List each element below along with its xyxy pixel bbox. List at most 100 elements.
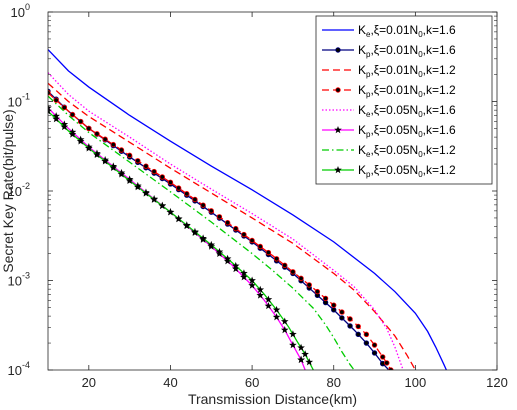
- series-marker: [272, 313, 281, 321]
- series-marker: [301, 350, 309, 358]
- series-marker: [305, 358, 314, 366]
- series-marker: [109, 163, 118, 172]
- series-marker: [85, 144, 93, 152]
- series-marker: [314, 288, 321, 295]
- series-marker: [298, 275, 304, 282]
- series-marker: [77, 118, 84, 125]
- series-marker: [371, 350, 378, 356]
- series-marker: [240, 273, 248, 281]
- series-marker: [182, 221, 191, 229]
- series-marker: [175, 185, 182, 191]
- x-tick-label: 20: [82, 375, 96, 390]
- series-marker: [339, 315, 345, 321]
- series-marker: [223, 254, 232, 262]
- series-marker: [134, 183, 142, 191]
- series-marker: [388, 367, 394, 370]
- series-marker: [280, 325, 289, 334]
- legend-box: [315, 15, 493, 185]
- series-marker: [273, 256, 280, 262]
- series-marker: [363, 331, 370, 338]
- series-marker: [297, 343, 305, 351]
- series-marker: [86, 125, 92, 132]
- series-marker: [272, 305, 281, 314]
- series-marker: [216, 214, 223, 220]
- series-marker: [200, 202, 206, 208]
- series-marker: [371, 342, 378, 348]
- axes-layer: 20 40 60 80 100 120 100 10-1 10-2 10-3 10-4: [8, 2, 508, 390]
- series-marker: [110, 141, 117, 148]
- legend-entry: Kp,ξ=0.01N0,k=1.2: [322, 63, 456, 79]
- legend-marker: [335, 87, 341, 93]
- series-marker: [249, 237, 255, 244]
- series-marker: [347, 323, 353, 329]
- series-marker: [142, 189, 150, 197]
- series-marker: [331, 302, 337, 308]
- series-marker: [61, 104, 68, 111]
- series-marker: [223, 257, 232, 265]
- series-marker: [135, 158, 141, 164]
- series-marker: [339, 309, 345, 315]
- legend-label: Kp,ξ=0.01N0,k=1.2: [358, 83, 456, 99]
- legend-label: Ke,ξ=0.05N0,k=1.2: [358, 143, 456, 159]
- series-marker: [52, 115, 60, 123]
- y-tick-label: 10-4: [8, 360, 30, 378]
- series-marker: [264, 295, 273, 303]
- series-marker: [265, 249, 272, 256]
- series-marker: [199, 234, 207, 242]
- x-tick-label: 100: [405, 375, 427, 390]
- series-marker: [48, 107, 52, 115]
- series-marker: [159, 174, 165, 180]
- series-marker: [248, 276, 256, 284]
- series-3: [48, 82, 416, 370]
- series-marker: [256, 291, 265, 299]
- legend-entry: Kp,ξ=0.01N0,k=1.6: [322, 43, 456, 59]
- y-tick-label: 10-3: [8, 271, 30, 289]
- series-marker: [282, 262, 288, 269]
- series-marker: [48, 103, 52, 112]
- series-marker: [184, 191, 190, 197]
- x-tick-label: 120: [486, 375, 508, 390]
- series-marker: [290, 269, 296, 275]
- series-marker: [60, 122, 69, 131]
- legend-label: Kp,ξ=0.05N0,k=1.6: [358, 123, 456, 139]
- x-tick-label: 60: [245, 375, 259, 390]
- x-axis-label: Transmission Distance(km): [188, 391, 357, 407]
- series-5: [48, 72, 404, 370]
- series-marker: [150, 195, 158, 203]
- series-marker: [174, 214, 183, 222]
- series-marker: [306, 282, 312, 288]
- series-line: [48, 49, 447, 370]
- series-marker: [93, 150, 101, 159]
- series-marker: [101, 157, 109, 165]
- series-marker: [117, 170, 126, 178]
- series-line: [48, 72, 404, 370]
- series-marker: [248, 281, 256, 289]
- series-marker: [297, 355, 305, 364]
- series-marker: [94, 131, 100, 137]
- series-marker: [233, 225, 239, 232]
- y-axis-label: Secret Key Rate(bit/pulse): [0, 109, 16, 272]
- series-marker: [240, 269, 248, 277]
- series-marker: [208, 208, 214, 214]
- series-marker: [207, 240, 216, 249]
- series-marker: [231, 264, 240, 273]
- legend-label: Kp,ξ=0.05N0,k=1.2: [358, 163, 456, 179]
- series-marker: [118, 147, 125, 153]
- legend-entry: Ke,ξ=0.01N0,k=1.6: [322, 23, 456, 39]
- series-1: [48, 49, 447, 370]
- legend-marker: [335, 47, 341, 53]
- series-marker: [76, 137, 85, 145]
- series-marker: [264, 301, 273, 310]
- x-tick-label: 80: [326, 375, 340, 390]
- series-marker: [355, 323, 361, 330]
- legend-entry: Kp,ξ=0.05N0,k=1.6: [322, 123, 456, 139]
- series-marker: [355, 331, 361, 338]
- series-marker: [126, 152, 133, 159]
- series-marker: [347, 316, 353, 322]
- legend-label: Ke,ξ=0.01N0,k=1.6: [358, 23, 456, 39]
- series-marker: [322, 295, 329, 302]
- legend-entry: Ke,ξ=0.05N0,k=1.2: [322, 143, 456, 159]
- legend-label: Kp,ξ=0.01N0,k=1.2: [358, 63, 456, 79]
- series-marker: [158, 201, 167, 210]
